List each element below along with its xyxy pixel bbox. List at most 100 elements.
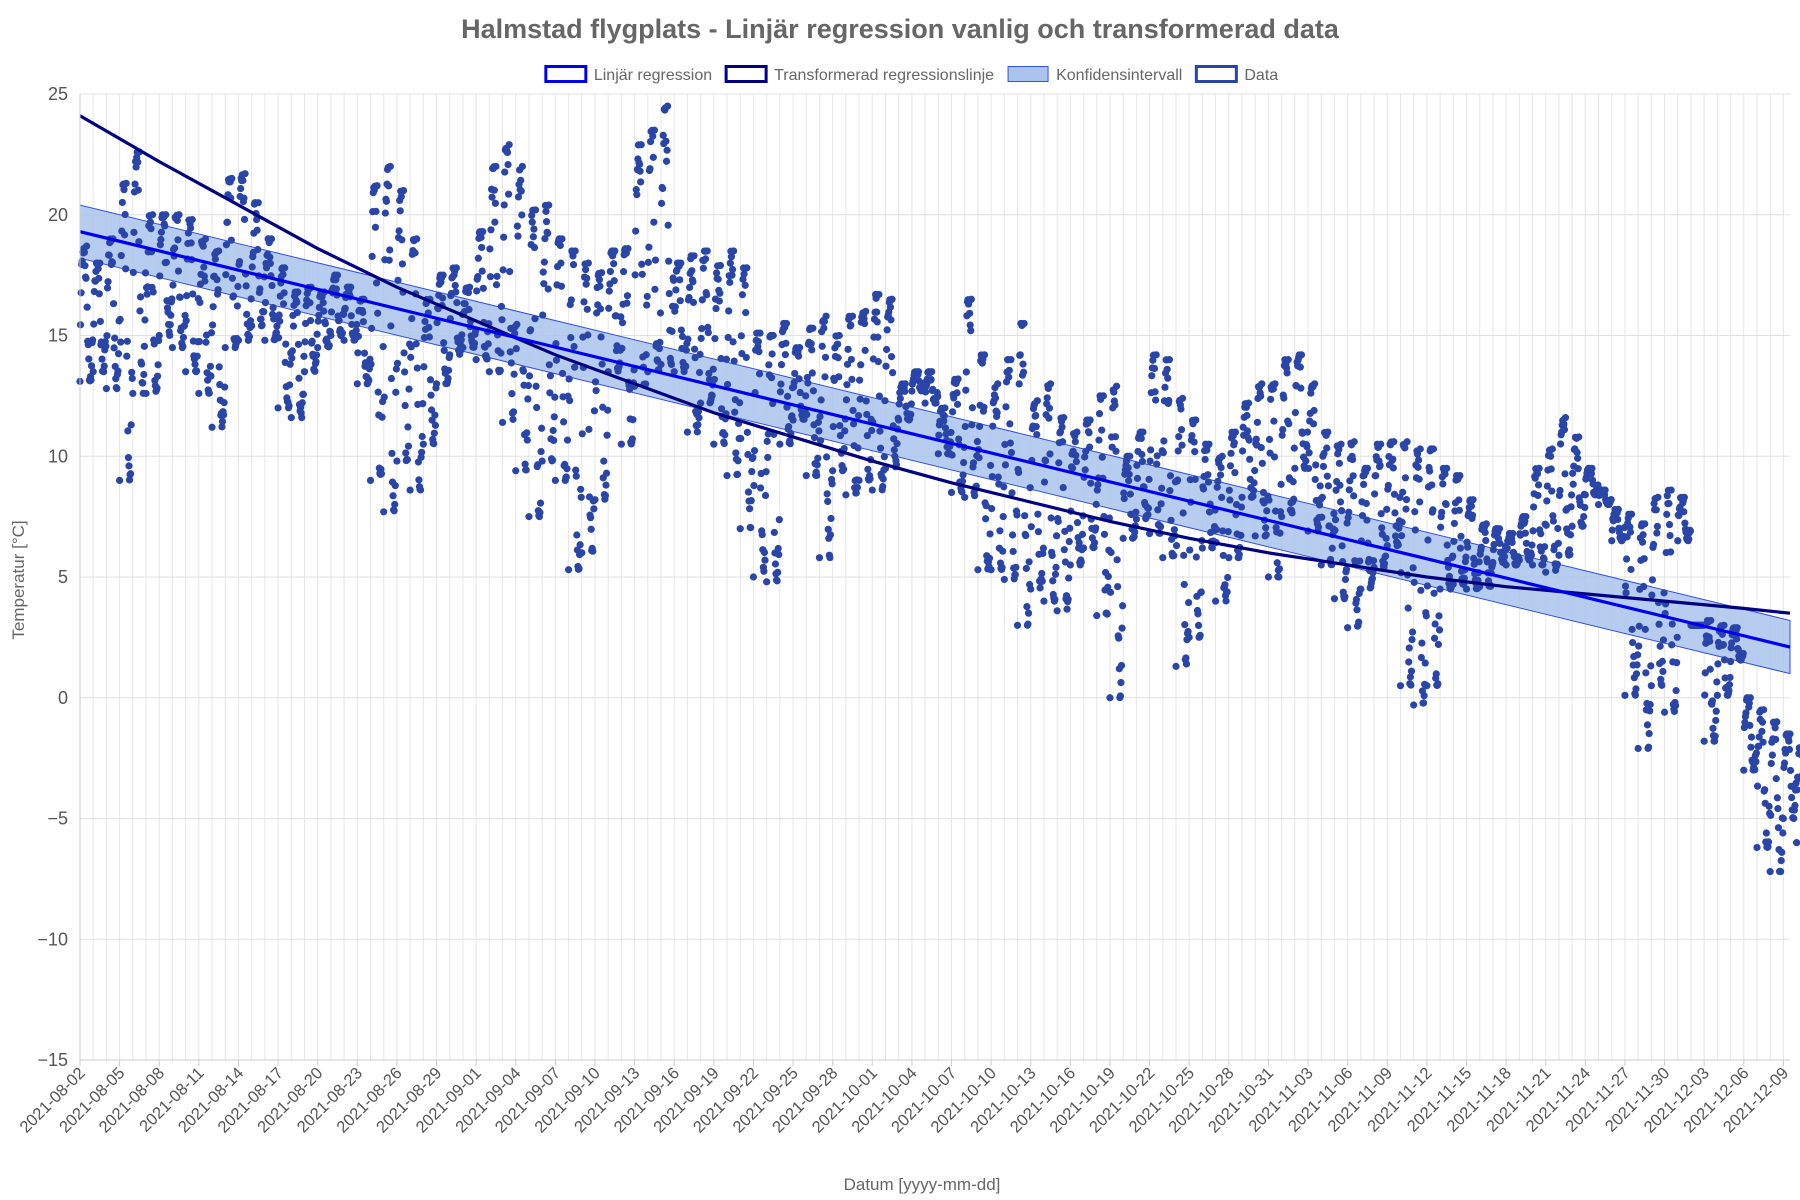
data-point (1739, 649, 1747, 658)
data-point (682, 362, 690, 370)
data-point (715, 297, 723, 305)
data-point (606, 267, 614, 276)
data-point (1243, 411, 1251, 420)
data-point (1095, 410, 1104, 418)
data-point (496, 366, 504, 375)
data-point (1270, 453, 1279, 461)
data-point (347, 312, 355, 320)
data-point (503, 148, 512, 157)
data-point (1407, 667, 1416, 675)
data-point (1174, 476, 1182, 484)
legend-label[interactable]: Transformerad regressionslinje (774, 67, 994, 84)
data-point (380, 393, 388, 401)
data-point (1405, 658, 1413, 666)
data-point (1656, 642, 1664, 650)
data-point (802, 392, 810, 400)
data-point (1291, 408, 1299, 417)
data-point (1543, 482, 1551, 490)
data-point (374, 388, 382, 396)
data-point (908, 387, 916, 395)
data-point (530, 243, 539, 252)
data-point (1601, 486, 1609, 494)
data-point (1758, 718, 1767, 726)
data-point (531, 315, 539, 323)
data-point (1672, 686, 1680, 695)
data-point (261, 336, 269, 344)
data-point (400, 349, 408, 357)
data-point (1434, 680, 1442, 688)
data-point (1779, 814, 1787, 823)
data-point (762, 468, 770, 476)
data-point (1237, 531, 1245, 539)
data-point (1264, 573, 1273, 581)
data-point (1302, 457, 1310, 465)
data-point (312, 351, 321, 359)
data-point (854, 444, 862, 452)
data-point (883, 326, 891, 334)
data-point (1648, 591, 1656, 599)
data-point (1391, 532, 1400, 540)
data-point (1772, 775, 1780, 783)
data-point (1667, 486, 1675, 494)
data-point (603, 431, 611, 439)
data-point (487, 226, 495, 234)
data-point (1055, 459, 1063, 467)
legend-label[interactable]: Data (1244, 67, 1278, 84)
data-point (610, 277, 618, 285)
data-point (852, 489, 860, 497)
legend-label[interactable]: Konfidensintervall (1056, 67, 1182, 84)
data-point (682, 346, 690, 354)
data-point (514, 232, 522, 240)
data-point (863, 410, 871, 419)
data-point (1549, 512, 1557, 520)
data-point (1632, 685, 1640, 693)
data-point (688, 267, 696, 275)
data-point (275, 311, 283, 319)
data-point (1199, 485, 1208, 493)
data-point (1746, 721, 1754, 730)
data-point (610, 260, 618, 268)
data-point (153, 384, 161, 392)
data-point (1568, 522, 1576, 530)
data-point (1773, 794, 1781, 802)
legend-label[interactable]: Linjär regression (594, 67, 712, 84)
data-point (820, 324, 828, 332)
data-point (563, 465, 571, 473)
data-point (690, 345, 699, 353)
data-point (533, 403, 541, 412)
data-point (1773, 718, 1781, 726)
data-point (1608, 526, 1616, 534)
data-point (731, 408, 739, 416)
data-point (1318, 513, 1326, 521)
data-point (234, 336, 243, 344)
data-point (1753, 843, 1761, 852)
data-point (1477, 543, 1485, 551)
data-point (650, 126, 659, 134)
data-point (549, 456, 557, 464)
data-point (817, 396, 825, 404)
data-point (207, 329, 216, 337)
data-point (975, 422, 984, 431)
data-point (116, 476, 124, 484)
data-point (500, 201, 508, 209)
data-point (777, 380, 785, 388)
data-point (953, 400, 962, 408)
data-point (546, 372, 555, 380)
data-point (742, 353, 750, 362)
data-point (1713, 691, 1721, 699)
data-point (1051, 570, 1060, 578)
data-point (651, 256, 660, 264)
data-point (1759, 738, 1767, 746)
data-point (786, 440, 794, 448)
data-points (76, 102, 1800, 876)
data-point (223, 218, 232, 226)
data-point (1275, 573, 1283, 581)
data-point (1397, 532, 1406, 540)
data-point (986, 461, 995, 470)
data-point (849, 406, 857, 415)
data-point (1420, 692, 1428, 700)
data-point (488, 193, 496, 201)
data-point (377, 470, 386, 478)
data-point (387, 374, 396, 383)
data-point (1144, 504, 1153, 512)
